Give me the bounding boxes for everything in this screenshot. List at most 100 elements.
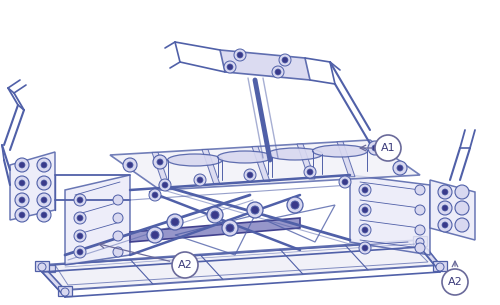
Circle shape bbox=[342, 179, 348, 185]
Circle shape bbox=[455, 185, 469, 199]
Polygon shape bbox=[110, 140, 420, 190]
Circle shape bbox=[37, 193, 51, 207]
Circle shape bbox=[247, 202, 263, 218]
Circle shape bbox=[442, 189, 448, 195]
Circle shape bbox=[113, 231, 123, 241]
Circle shape bbox=[207, 207, 223, 223]
Circle shape bbox=[393, 161, 407, 175]
Circle shape bbox=[157, 159, 163, 165]
Circle shape bbox=[275, 69, 281, 75]
Circle shape bbox=[113, 195, 123, 205]
Text: A1: A1 bbox=[380, 143, 396, 153]
Polygon shape bbox=[337, 142, 355, 177]
Circle shape bbox=[152, 192, 158, 198]
Ellipse shape bbox=[312, 145, 368, 157]
Circle shape bbox=[41, 197, 47, 203]
Polygon shape bbox=[413, 236, 427, 246]
Circle shape bbox=[147, 227, 163, 243]
Circle shape bbox=[77, 197, 83, 203]
Circle shape bbox=[287, 197, 303, 213]
Polygon shape bbox=[220, 50, 310, 80]
Circle shape bbox=[38, 263, 46, 271]
Ellipse shape bbox=[168, 154, 222, 166]
Polygon shape bbox=[297, 144, 315, 179]
Polygon shape bbox=[42, 265, 65, 297]
Circle shape bbox=[416, 238, 424, 246]
Polygon shape bbox=[58, 286, 72, 296]
Circle shape bbox=[279, 54, 291, 66]
Circle shape bbox=[127, 162, 133, 168]
Circle shape bbox=[272, 66, 284, 78]
Polygon shape bbox=[42, 265, 55, 272]
Circle shape bbox=[244, 169, 256, 181]
Circle shape bbox=[359, 242, 371, 254]
Polygon shape bbox=[152, 152, 170, 187]
Circle shape bbox=[37, 176, 51, 190]
Circle shape bbox=[415, 205, 425, 215]
Circle shape bbox=[167, 214, 183, 230]
Circle shape bbox=[77, 215, 83, 221]
Circle shape bbox=[113, 247, 123, 257]
Polygon shape bbox=[420, 240, 440, 272]
Circle shape bbox=[442, 205, 448, 211]
Circle shape bbox=[438, 185, 452, 199]
Circle shape bbox=[197, 177, 203, 183]
Polygon shape bbox=[433, 261, 447, 271]
Circle shape bbox=[375, 135, 401, 161]
Circle shape bbox=[77, 249, 83, 255]
Text: A2: A2 bbox=[448, 277, 462, 287]
Circle shape bbox=[438, 201, 452, 215]
Circle shape bbox=[415, 225, 425, 235]
Polygon shape bbox=[252, 147, 270, 182]
Circle shape bbox=[194, 174, 206, 186]
Circle shape bbox=[41, 162, 47, 168]
Polygon shape bbox=[130, 218, 300, 242]
Circle shape bbox=[74, 230, 86, 242]
Circle shape bbox=[397, 165, 403, 171]
Circle shape bbox=[226, 224, 234, 232]
Circle shape bbox=[234, 49, 246, 61]
Polygon shape bbox=[42, 240, 440, 290]
Circle shape bbox=[442, 269, 468, 295]
Circle shape bbox=[15, 158, 29, 172]
Circle shape bbox=[162, 182, 168, 188]
Circle shape bbox=[438, 218, 452, 232]
Circle shape bbox=[247, 172, 253, 178]
Circle shape bbox=[159, 179, 171, 191]
Circle shape bbox=[74, 246, 86, 258]
Circle shape bbox=[37, 158, 51, 172]
Circle shape bbox=[224, 61, 236, 73]
Circle shape bbox=[304, 166, 316, 178]
Circle shape bbox=[415, 243, 425, 253]
Circle shape bbox=[74, 212, 86, 224]
Circle shape bbox=[359, 224, 371, 236]
Circle shape bbox=[436, 263, 444, 271]
Circle shape bbox=[172, 252, 198, 278]
Circle shape bbox=[19, 197, 25, 203]
Polygon shape bbox=[65, 175, 130, 265]
Circle shape bbox=[222, 220, 238, 236]
Circle shape bbox=[282, 57, 288, 63]
Circle shape bbox=[61, 288, 69, 296]
Circle shape bbox=[113, 213, 123, 223]
Circle shape bbox=[442, 222, 448, 228]
Circle shape bbox=[455, 201, 469, 215]
Polygon shape bbox=[10, 152, 55, 220]
Circle shape bbox=[15, 176, 29, 190]
Circle shape bbox=[339, 176, 351, 188]
Circle shape bbox=[15, 193, 29, 207]
Circle shape bbox=[359, 204, 371, 216]
Circle shape bbox=[123, 158, 137, 172]
Circle shape bbox=[19, 212, 25, 218]
Circle shape bbox=[211, 211, 219, 219]
Circle shape bbox=[359, 184, 371, 196]
Circle shape bbox=[227, 64, 233, 70]
Circle shape bbox=[415, 185, 425, 195]
Ellipse shape bbox=[218, 151, 272, 163]
Circle shape bbox=[362, 245, 368, 251]
Circle shape bbox=[41, 212, 47, 218]
Circle shape bbox=[19, 180, 25, 186]
Circle shape bbox=[372, 145, 378, 151]
Circle shape bbox=[455, 218, 469, 232]
Circle shape bbox=[171, 218, 179, 226]
